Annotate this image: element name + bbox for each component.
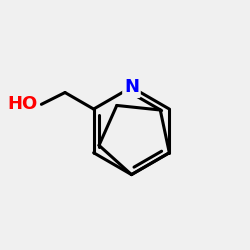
Text: N: N <box>124 78 139 96</box>
Text: HO: HO <box>8 95 38 113</box>
